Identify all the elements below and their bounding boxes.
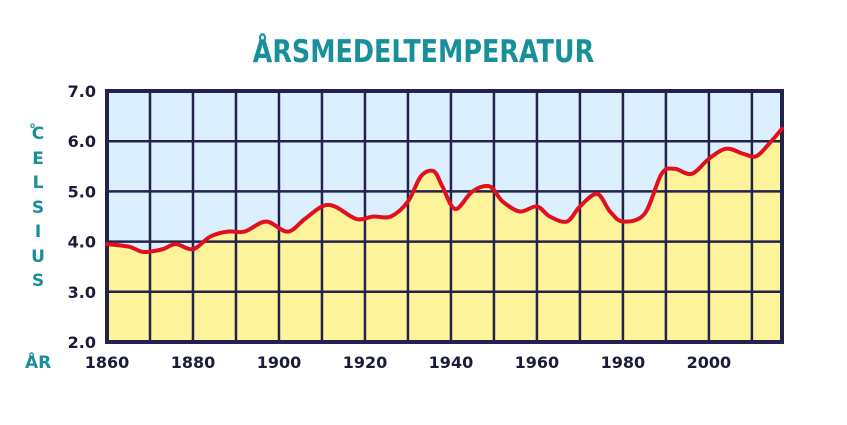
y-tick-label: 3.0 [68, 283, 96, 302]
x-tick-label: 2000 [687, 353, 732, 372]
y-tick-label: 5.0 [68, 182, 96, 201]
x-tick-label: 1920 [343, 353, 388, 372]
y-axis-label-char: S [31, 197, 45, 218]
y-tick-label: 4.0 [68, 233, 96, 252]
x-tick-label: 1960 [515, 353, 560, 372]
y-axis-label: ° C E L S I U S [26, 122, 50, 294]
y-axis-label-char: ° [29, 122, 36, 138]
y-axis-label-char: L [32, 173, 44, 193]
chart-title: ÅRSMEDELTEMPERATUR [252, 34, 595, 70]
y-axis-label-char: C [31, 124, 45, 144]
x-tick-label: 1860 [85, 353, 130, 372]
x-tick-label: 1940 [429, 353, 474, 372]
y-tick-label: 6.0 [68, 132, 96, 151]
area-fill [107, 128, 782, 342]
y-tick-label: 7.0 [68, 82, 96, 101]
y-axis-label-char: U [31, 246, 45, 267]
y-tick-label: 2.0 [68, 333, 96, 352]
x-tick-label: 1980 [601, 353, 646, 372]
x-axis-label: ÅR [25, 353, 52, 373]
y-axis-label-char: E [32, 148, 44, 169]
y-axis-label-char: S [31, 271, 45, 291]
temperature-line [105, 126, 784, 255]
x-tick-label: 1900 [257, 353, 302, 372]
plot-frame [105, 89, 784, 344]
y-axis-label-char: I [34, 222, 42, 242]
x-tick-label: 1880 [171, 353, 216, 372]
